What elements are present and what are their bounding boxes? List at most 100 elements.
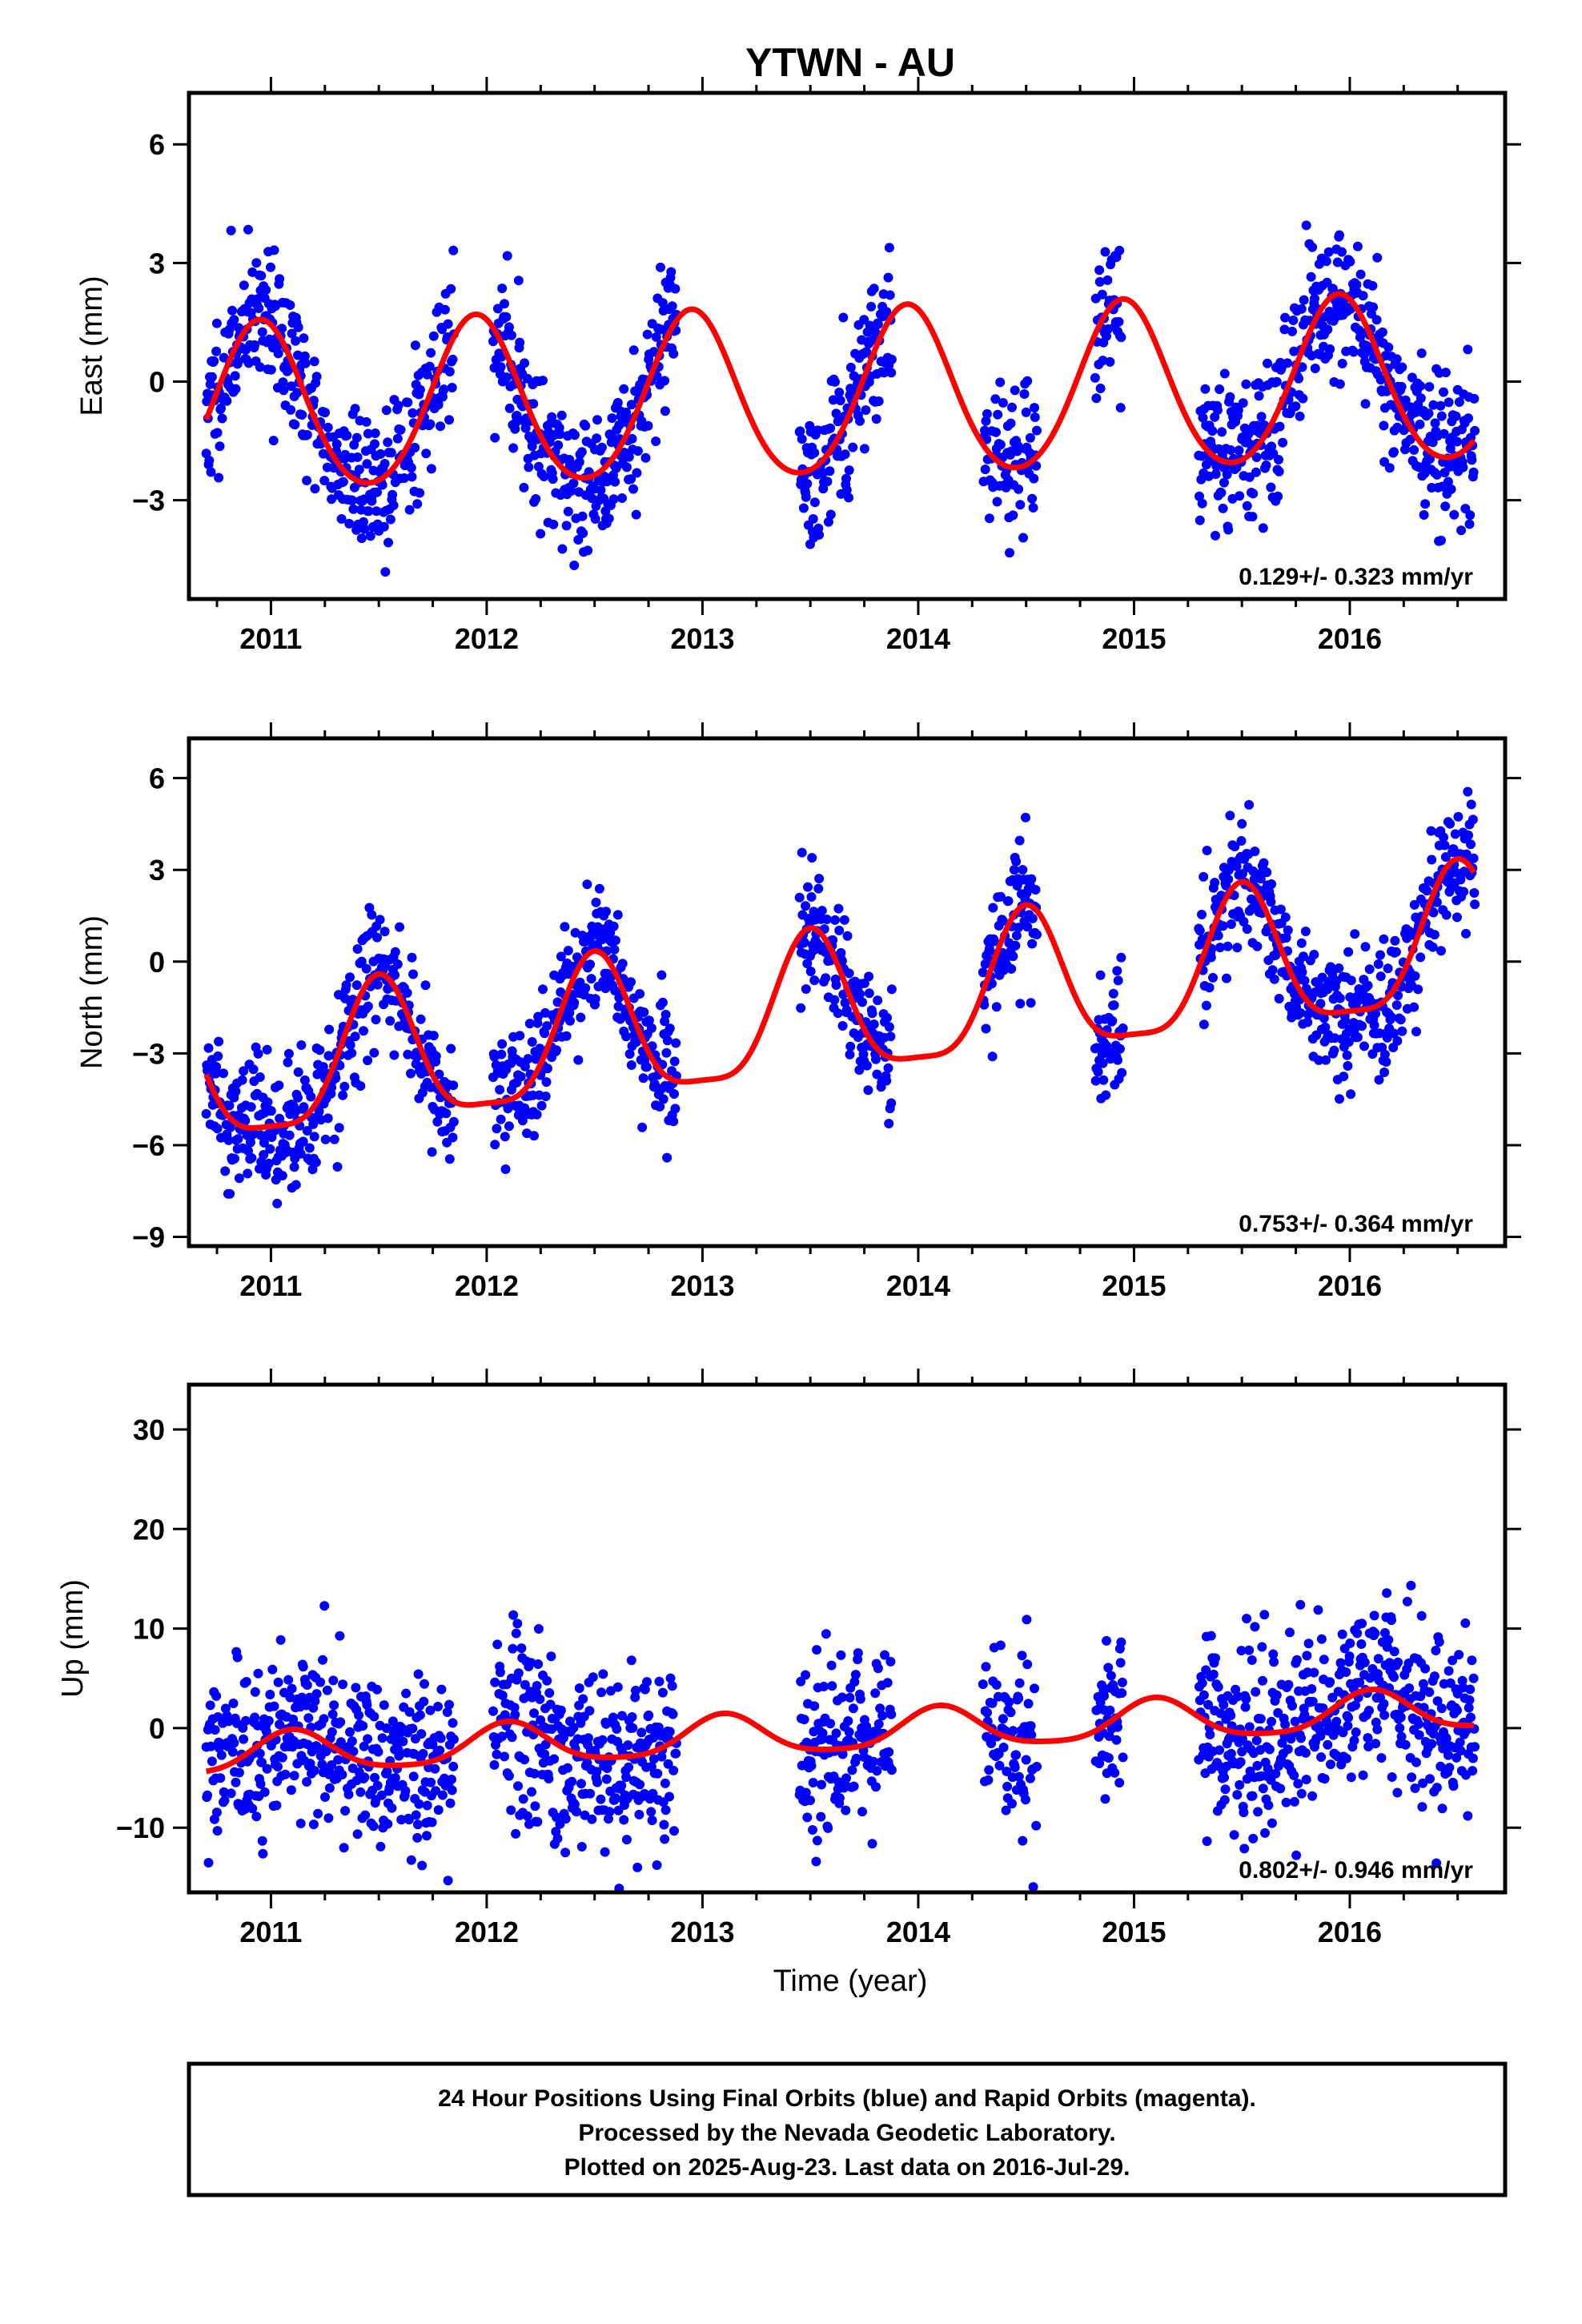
data-point [1449, 509, 1460, 520]
data-point [272, 1198, 283, 1208]
data-point [1415, 419, 1425, 429]
data-point [379, 521, 389, 532]
data-point [315, 1677, 326, 1687]
data-point [660, 1834, 670, 1844]
data-point [1233, 1691, 1243, 1702]
data-point [1470, 425, 1480, 436]
data-point [424, 361, 435, 372]
data-point [1375, 950, 1385, 960]
data-point [1431, 1858, 1442, 1868]
data-point [998, 1743, 1009, 1752]
data-point [843, 1716, 853, 1726]
data-point [1017, 1651, 1027, 1661]
data-point [845, 362, 856, 372]
data-point [845, 1049, 855, 1059]
data-point [311, 1689, 322, 1699]
data-point [516, 1072, 526, 1082]
data-point [277, 1171, 287, 1180]
data-point [519, 482, 529, 493]
data-point [1383, 342, 1394, 352]
data-point [1365, 1673, 1375, 1683]
data-point [839, 915, 849, 925]
data-point [540, 1092, 551, 1101]
data-point [1359, 1041, 1369, 1051]
data-point [1237, 1734, 1247, 1744]
data-point [311, 372, 322, 382]
data-point [880, 1650, 889, 1660]
data-point [320, 1792, 330, 1802]
data-point [1116, 332, 1126, 343]
data-point [872, 1766, 882, 1776]
data-point [883, 272, 893, 283]
data-point [823, 517, 833, 527]
data-point [1346, 975, 1356, 986]
data-point [275, 1113, 285, 1124]
data-point [1114, 1778, 1125, 1788]
data-point [396, 1815, 407, 1825]
data-point [280, 1769, 291, 1779]
data-point [879, 368, 889, 378]
data-point [251, 1811, 262, 1822]
data-point [842, 931, 853, 941]
data-point [556, 1705, 566, 1715]
data-point [1386, 1011, 1396, 1022]
data-point [1357, 1618, 1367, 1629]
data-point [1278, 437, 1288, 448]
data-point [604, 1814, 613, 1824]
data-point [1281, 1797, 1291, 1807]
data-point [582, 1758, 592, 1768]
data-point [437, 1790, 448, 1800]
data-point [1219, 1795, 1230, 1805]
data-point [1393, 991, 1403, 1000]
data-point [1285, 1627, 1295, 1638]
data-point [644, 1710, 654, 1720]
data-point [258, 1848, 268, 1859]
data-point [1410, 1783, 1420, 1793]
data-point [1416, 1610, 1427, 1621]
data-point [637, 1122, 648, 1132]
data-point [665, 1727, 675, 1737]
data-point [275, 274, 285, 284]
data-point [253, 1668, 263, 1679]
data-point [1225, 810, 1235, 821]
data-point [1274, 466, 1284, 476]
data-point [488, 1706, 498, 1716]
data-point [1370, 1628, 1380, 1638]
data-point [299, 1102, 309, 1112]
data-point [1229, 1830, 1239, 1840]
data-point [501, 312, 512, 322]
data-point [387, 1803, 397, 1813]
data-point [1453, 811, 1464, 822]
data-point [582, 879, 592, 890]
x-tick-label: 2014 [886, 1916, 950, 1948]
data-point [1211, 461, 1222, 472]
data-point [626, 1655, 636, 1666]
data-point [576, 1012, 586, 1023]
data-point [1344, 1651, 1355, 1662]
data-point [1267, 965, 1278, 975]
data-point [1117, 1688, 1127, 1699]
data-point [1235, 1757, 1246, 1767]
data-point [443, 319, 453, 329]
data-point [226, 1788, 236, 1799]
data-point [1222, 469, 1232, 480]
data-point [886, 1765, 897, 1775]
data-point [248, 1064, 259, 1075]
data-point [817, 1728, 828, 1739]
data-point [344, 518, 355, 529]
data-point [849, 1781, 859, 1791]
data-point [1283, 358, 1293, 368]
data-point [1115, 1658, 1126, 1668]
data-point [309, 1766, 319, 1775]
data-point [369, 1711, 379, 1722]
data-point [323, 1813, 334, 1823]
data-point [1290, 1716, 1300, 1727]
data-point [520, 1061, 530, 1072]
data-point [1011, 931, 1022, 941]
data-point [1100, 1794, 1110, 1804]
data-point [665, 1023, 675, 1034]
data-point [422, 1831, 432, 1841]
data-point [1355, 1678, 1365, 1687]
data-point [375, 1841, 386, 1852]
y-tick-label: −10 [116, 1811, 165, 1844]
